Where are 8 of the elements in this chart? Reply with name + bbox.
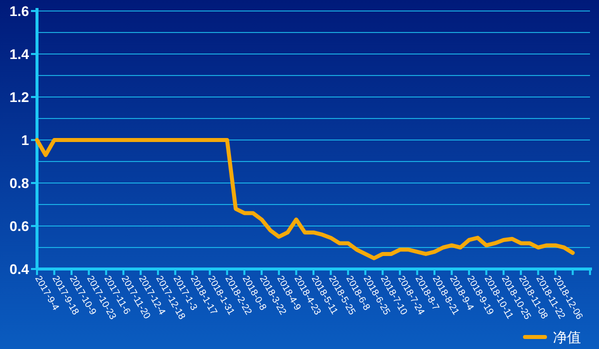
y-tick-label: 1.2	[10, 89, 30, 105]
y-tick-label: 1.6	[10, 3, 30, 19]
y-tick-label: 0.8	[10, 175, 30, 191]
legend-label: 净值	[553, 329, 581, 345]
y-tick-label: 0.6	[10, 218, 30, 234]
y-tick-label: 1	[21, 132, 30, 148]
y-tick-label: 0.4	[10, 261, 30, 277]
y-tick-label: 1.4	[10, 46, 30, 62]
